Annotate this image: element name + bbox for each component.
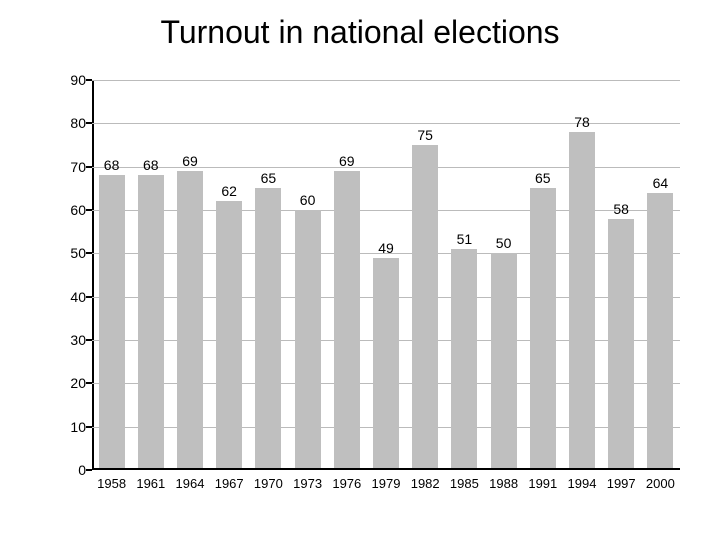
plot-area: 0102030405060708090681958681961691964621… xyxy=(92,80,680,470)
x-tick-label: 1985 xyxy=(450,470,479,491)
y-tick-mark xyxy=(86,426,92,428)
bar xyxy=(412,145,438,468)
bar-value-label: 50 xyxy=(496,235,512,253)
bar xyxy=(177,171,203,468)
x-tick-label: 1991 xyxy=(528,470,557,491)
y-tick-mark xyxy=(86,209,92,211)
bar xyxy=(334,171,360,468)
slide: Turnout in national elections % Turnout … xyxy=(0,0,720,540)
y-tick-mark xyxy=(86,382,92,384)
y-tick-mark xyxy=(86,296,92,298)
y-tick-mark xyxy=(86,252,92,254)
bar xyxy=(647,193,673,468)
y-tick-mark xyxy=(86,122,92,124)
bar-value-label: 78 xyxy=(574,114,590,132)
x-tick-label: 1979 xyxy=(372,470,401,491)
bar xyxy=(373,258,399,468)
bar xyxy=(138,175,164,468)
x-tick-label: 1961 xyxy=(136,470,165,491)
bar-value-label: 51 xyxy=(457,231,473,249)
bar xyxy=(608,219,634,468)
y-tick-mark xyxy=(86,79,92,81)
y-tick-mark xyxy=(86,469,92,471)
bar-value-label: 75 xyxy=(417,127,433,145)
bar-value-label: 68 xyxy=(104,157,120,175)
y-axis-line xyxy=(92,80,94,470)
grid-line xyxy=(92,123,680,124)
bar-value-label: 68 xyxy=(143,157,159,175)
x-tick-label: 1967 xyxy=(215,470,244,491)
x-tick-label: 1964 xyxy=(176,470,205,491)
bar-value-label: 49 xyxy=(378,240,394,258)
bar xyxy=(569,132,595,468)
bar-value-label: 58 xyxy=(613,201,629,219)
x-tick-label: 1958 xyxy=(97,470,126,491)
x-tick-label: 1988 xyxy=(489,470,518,491)
bar xyxy=(295,210,321,468)
bar xyxy=(530,188,556,468)
grid-line xyxy=(92,80,680,81)
bar-value-label: 69 xyxy=(182,153,198,171)
slide-title: Turnout in national elections xyxy=(0,0,720,57)
x-tick-label: 1970 xyxy=(254,470,283,491)
bar xyxy=(216,201,242,468)
bar-value-label: 69 xyxy=(339,153,355,171)
x-tick-label: 1973 xyxy=(293,470,322,491)
bar-value-label: 65 xyxy=(261,170,277,188)
bar-value-label: 62 xyxy=(221,183,237,201)
y-tick-mark xyxy=(86,339,92,341)
bar-value-label: 65 xyxy=(535,170,551,188)
x-tick-label: 2000 xyxy=(646,470,675,491)
bar-value-label: 60 xyxy=(300,192,316,210)
bar xyxy=(99,175,125,468)
bar xyxy=(255,188,281,468)
chart: % Turnout of registered voters 010203040… xyxy=(30,70,690,510)
x-tick-label: 1982 xyxy=(411,470,440,491)
x-tick-label: 1976 xyxy=(332,470,361,491)
x-tick-label: 1997 xyxy=(607,470,636,491)
y-tick-mark xyxy=(86,166,92,168)
bar xyxy=(491,253,517,468)
bar xyxy=(451,249,477,468)
x-tick-label: 1994 xyxy=(568,470,597,491)
bar-value-label: 64 xyxy=(653,175,669,193)
